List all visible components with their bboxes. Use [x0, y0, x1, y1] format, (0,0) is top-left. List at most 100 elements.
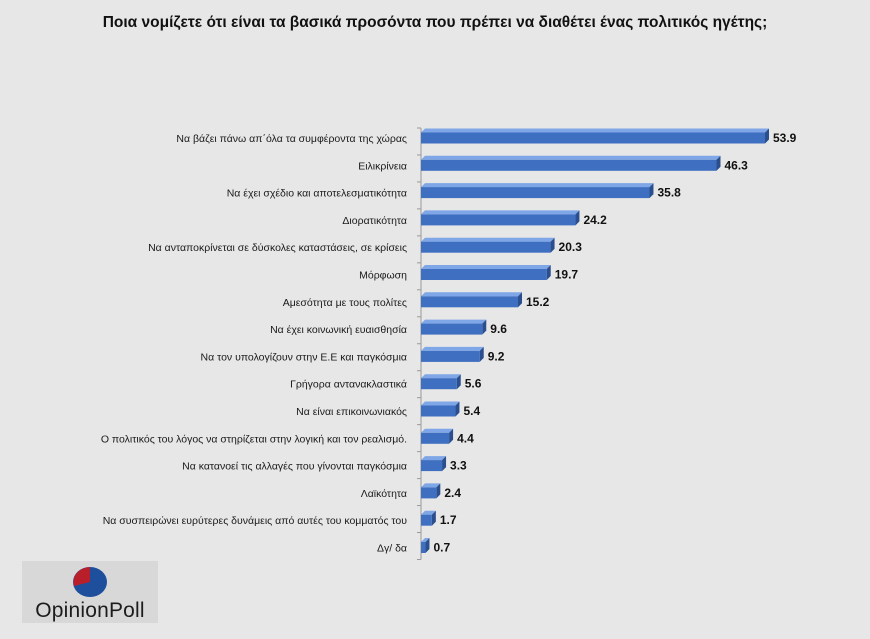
bar	[421, 319, 487, 335]
bar-side-face	[716, 155, 721, 171]
opinionpoll-logo: OpinionPoll	[22, 561, 158, 623]
data-label: 0.7	[433, 541, 450, 555]
bar-side-face	[546, 265, 551, 280]
bar-side-face	[455, 401, 460, 417]
chart-title: Ποια νομίζετε ότι είναι τα βασικά προσόν…	[102, 14, 768, 31]
bar-side-face	[431, 510, 436, 526]
data-label: 9.6	[490, 322, 507, 336]
bar-front-face	[421, 487, 437, 499]
bar-top-face	[421, 510, 436, 515]
bar	[421, 510, 436, 526]
bar-front-face	[421, 514, 432, 526]
bar	[421, 401, 460, 417]
bar	[421, 210, 580, 226]
data-label: 24.2	[583, 213, 607, 227]
data-label: 9.2	[488, 349, 505, 363]
bar-front-face	[421, 460, 443, 472]
bar-front-face	[421, 432, 450, 444]
bar-top-face	[421, 483, 441, 488]
logo-mark-icon	[73, 567, 107, 597]
bar-top-face	[421, 319, 487, 324]
data-label: 53.9	[773, 131, 797, 145]
bar-side-face	[550, 237, 555, 253]
labels-layer: 53.9 Να βάζει πάνω απ΄όλα τα συμφέροντα τ…	[101, 131, 797, 555]
bar-front-face	[421, 405, 456, 417]
category-label: Δγ/ δα	[377, 543, 407, 555]
bar-top-face	[421, 374, 461, 379]
bar-top-face	[421, 237, 555, 242]
data-label: 20.3	[559, 240, 583, 254]
bar	[421, 265, 551, 280]
bar-top-face	[421, 401, 460, 406]
data-label: 5.4	[463, 404, 480, 418]
bar-top-face	[421, 456, 447, 461]
category-label: Να ανταποκρίνεται σε δύσκολες καταστάσει…	[148, 242, 407, 254]
category-label: Να κατανοεί τις αλλαγές που γίνονται παγ…	[182, 461, 407, 473]
bar-side-face	[425, 538, 430, 553]
category-label: Γρήγορα αντανακλαστικά	[290, 379, 407, 391]
bar-side-face	[456, 374, 461, 390]
bar-side-face	[479, 346, 484, 362]
data-label: 46.3	[724, 158, 748, 172]
bar	[421, 483, 441, 499]
bar	[421, 128, 769, 144]
bar	[421, 292, 523, 308]
category-label: Αμεσότητα με τους πολίτες	[283, 297, 407, 309]
bar-front-face	[421, 323, 483, 335]
bar-front-face	[421, 269, 547, 280]
bar-front-face	[421, 214, 576, 226]
bar-front-face	[421, 350, 480, 362]
bar-top-face	[421, 346, 484, 351]
bar	[421, 155, 721, 171]
data-label: 15.2	[526, 295, 550, 309]
bar-top-face	[421, 183, 654, 188]
data-label: 3.3	[450, 459, 467, 473]
bar-top-face	[421, 265, 551, 269]
bar-side-face	[575, 210, 580, 226]
bar-side-face	[765, 128, 769, 144]
bar-front-face	[421, 159, 717, 171]
category-label: Να τον υπολογίζουν στην Ε.Ε και παγκόσμι…	[201, 351, 407, 363]
category-label: Μόρφωση	[359, 270, 407, 282]
category-label: Ειλικρίνεια	[358, 160, 407, 172]
category-label: Να έχει κοινωνική ευαισθησία	[270, 324, 407, 336]
category-label: Να βάζει πάνω απ΄όλα τα συμφέροντα της χ…	[176, 133, 407, 145]
bar-side-face	[449, 428, 454, 444]
bar-top-face	[421, 538, 430, 542]
bar-side-face	[649, 183, 654, 199]
category-label: Λαϊκότητα	[361, 488, 407, 500]
bars-layer	[421, 128, 769, 553]
bar-top-face	[421, 292, 523, 297]
bar-top-face	[421, 428, 454, 433]
category-label: Διορατικότητα	[342, 215, 407, 227]
bar-side-face	[436, 483, 441, 499]
bar-front-face	[421, 187, 650, 199]
bar	[421, 346, 484, 362]
bar-side-face	[442, 456, 447, 472]
category-label: Να συσπειρώνει ευρύτερες δυνάμεις από αυ…	[103, 515, 408, 527]
bar-front-face	[421, 378, 457, 390]
bar-top-face	[421, 155, 721, 160]
bar	[421, 538, 430, 553]
category-label: Να είναι επικοινωνιακός	[296, 406, 407, 418]
bar-front-face	[421, 132, 765, 144]
data-label: 5.6	[465, 377, 482, 391]
category-label: Να έχει σχέδιο και αποτελεσματικότητα	[227, 188, 407, 200]
bar-top-face	[421, 128, 769, 133]
category-label: Ο πολιτικός του λόγος να στηρίζεται στην…	[101, 433, 407, 445]
bar	[421, 374, 461, 390]
bar-side-face	[518, 292, 523, 308]
bar-front-face	[421, 542, 426, 553]
data-label: 19.7	[555, 268, 579, 282]
data-label: 35.8	[657, 186, 681, 200]
bar-side-face	[482, 319, 487, 335]
data-label: 2.4	[444, 486, 461, 500]
bar-front-face	[421, 241, 551, 253]
bar-front-face	[421, 296, 519, 308]
bar	[421, 456, 447, 472]
bar	[421, 183, 654, 199]
data-label: 4.4	[457, 431, 474, 445]
data-label: 1.7	[440, 513, 457, 527]
bar-top-face	[421, 210, 580, 215]
